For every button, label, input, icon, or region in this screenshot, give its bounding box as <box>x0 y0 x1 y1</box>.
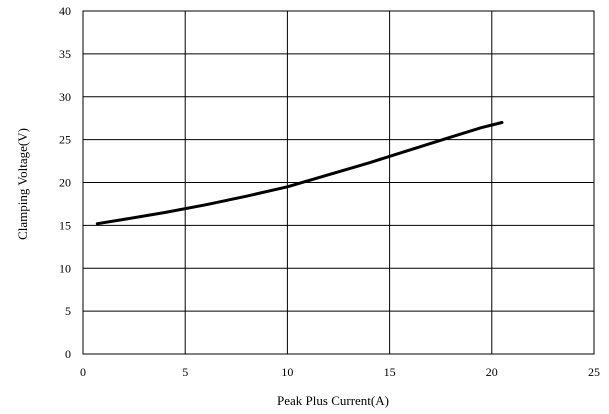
y-tick-label: 25 <box>59 133 71 147</box>
y-axis-label: Clamping Voltage(V) <box>15 128 30 240</box>
tick-labels: 0 5 10 15 20 25 0 5 10 15 20 25 30 35 40 <box>59 4 600 379</box>
x-tick-label: 15 <box>384 365 396 379</box>
series-line <box>95 121 504 226</box>
x-tick-label: 20 <box>486 365 498 379</box>
y-tick-label: 15 <box>59 218 71 232</box>
x-tick-label: 0 <box>80 365 86 379</box>
x-tick-label: 25 <box>588 365 600 379</box>
x-axis-label: Peak Plus Current(A) <box>277 393 389 408</box>
y-tick-label: 30 <box>59 90 71 104</box>
y-tick-label: 5 <box>65 304 71 318</box>
plot-area-frame <box>82 10 595 355</box>
y-tick-label: 20 <box>59 176 71 190</box>
grid-lines <box>83 11 594 354</box>
y-tick-label: 40 <box>59 4 71 18</box>
y-tick-label: 0 <box>65 347 71 361</box>
y-tick-label: 10 <box>59 261 71 275</box>
y-tick-label: 35 <box>59 47 71 61</box>
x-tick-label: 5 <box>182 365 188 379</box>
series-layer <box>95 121 504 226</box>
x-tick-label: 10 <box>281 365 293 379</box>
